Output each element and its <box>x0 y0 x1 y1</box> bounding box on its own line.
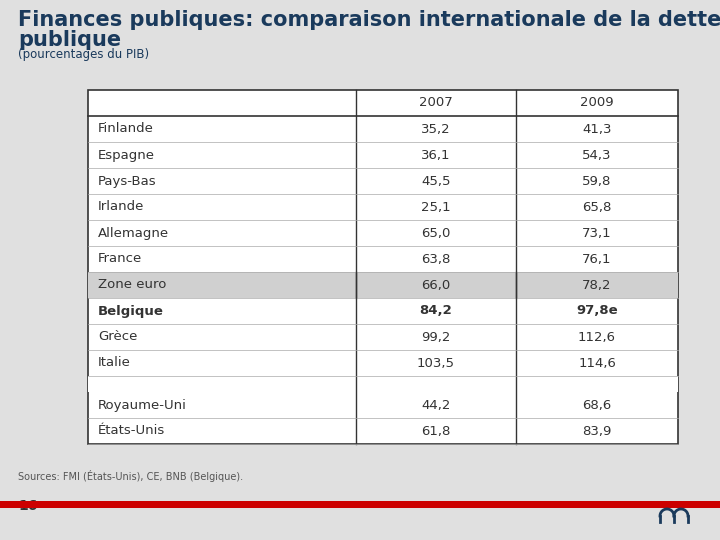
Text: 65,8: 65,8 <box>582 200 612 213</box>
Text: 44,2: 44,2 <box>421 399 451 411</box>
Text: publique: publique <box>18 30 121 50</box>
Text: 99,2: 99,2 <box>421 330 451 343</box>
Text: 35,2: 35,2 <box>421 123 451 136</box>
Text: 78,2: 78,2 <box>582 279 612 292</box>
Text: 16: 16 <box>18 499 37 513</box>
Text: États-Unis: États-Unis <box>98 424 166 437</box>
Bar <box>88 90 678 444</box>
Text: Zone euro: Zone euro <box>98 279 166 292</box>
Text: 59,8: 59,8 <box>582 174 612 187</box>
Bar <box>88 376 678 392</box>
Text: 63,8: 63,8 <box>421 253 451 266</box>
Text: 103,5: 103,5 <box>417 356 455 369</box>
Text: Italie: Italie <box>98 356 131 369</box>
Text: 2007: 2007 <box>419 97 453 110</box>
Text: 54,3: 54,3 <box>582 148 612 161</box>
Text: France: France <box>98 253 143 266</box>
Text: 76,1: 76,1 <box>582 253 612 266</box>
Text: 41,3: 41,3 <box>582 123 612 136</box>
Text: (pourcentages du PIB): (pourcentages du PIB) <box>18 48 149 61</box>
Text: 65,0: 65,0 <box>421 226 451 240</box>
Bar <box>0 501 720 508</box>
Text: Grèce: Grèce <box>98 330 138 343</box>
Text: Allemagne: Allemagne <box>98 226 169 240</box>
Text: 66,0: 66,0 <box>421 279 451 292</box>
Text: 45,5: 45,5 <box>421 174 451 187</box>
Text: Finances publiques: comparaison internationale de la dette: Finances publiques: comparaison internat… <box>18 10 720 30</box>
Text: 83,9: 83,9 <box>582 424 612 437</box>
Text: Sources: FMI (États-Unis), CE, BNB (Belgique).: Sources: FMI (États-Unis), CE, BNB (Belg… <box>18 470 243 482</box>
Text: Espagne: Espagne <box>98 148 155 161</box>
Text: 36,1: 36,1 <box>421 148 451 161</box>
Bar <box>88 272 678 298</box>
Text: 112,6: 112,6 <box>578 330 616 343</box>
Text: 97,8e: 97,8e <box>576 305 618 318</box>
Text: 61,8: 61,8 <box>421 424 451 437</box>
Text: 68,6: 68,6 <box>582 399 611 411</box>
Text: 25,1: 25,1 <box>421 200 451 213</box>
Text: 84,2: 84,2 <box>420 305 452 318</box>
Text: Pays-Bas: Pays-Bas <box>98 174 157 187</box>
Text: Royaume-Uni: Royaume-Uni <box>98 399 187 411</box>
Text: 2009: 2009 <box>580 97 614 110</box>
Text: Belgique: Belgique <box>98 305 164 318</box>
Text: Irlande: Irlande <box>98 200 145 213</box>
Text: Finlande: Finlande <box>98 123 154 136</box>
Text: 114,6: 114,6 <box>578 356 616 369</box>
Text: 73,1: 73,1 <box>582 226 612 240</box>
